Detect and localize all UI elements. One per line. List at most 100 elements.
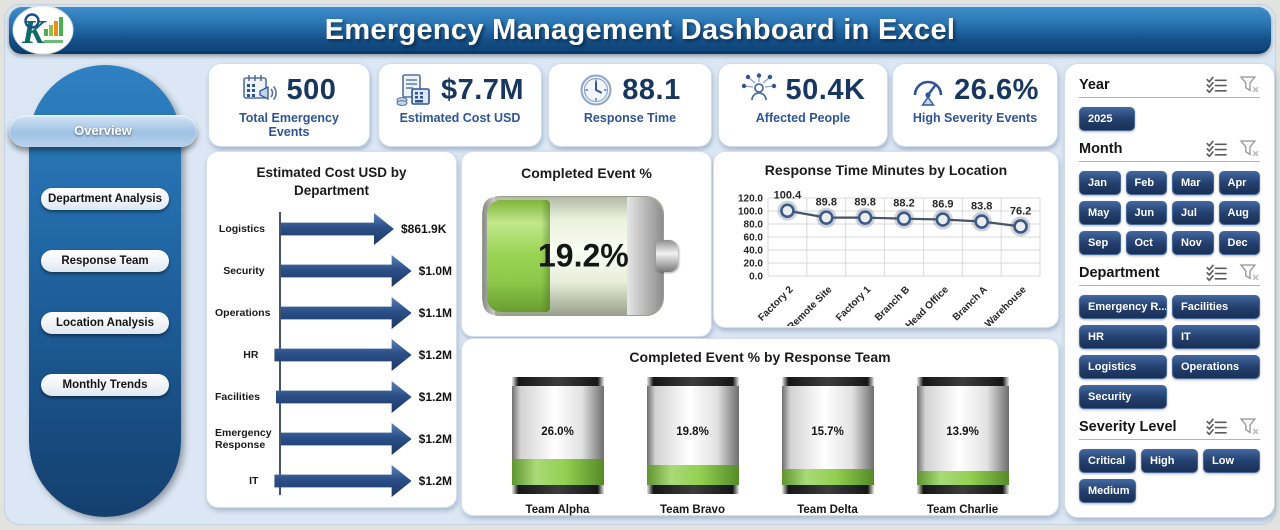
data-point-marker <box>818 210 834 225</box>
marker-glow <box>816 207 837 228</box>
brand-logo-icon: K <box>12 5 74 55</box>
battery-body: 19.8% <box>646 386 739 485</box>
data-label: 83.8 <box>971 201 992 213</box>
cost-arrow-bar <box>281 297 412 329</box>
cost-arrow-bar <box>281 423 412 455</box>
slicer-item-feb[interactable]: Feb <box>1125 171 1167 195</box>
battery-fill <box>511 459 604 485</box>
data-label: 89.8 <box>854 197 875 209</box>
slicer-item-it[interactable]: IT <box>1172 325 1260 349</box>
slicer-item-oct[interactable]: Oct <box>1125 231 1167 255</box>
chart-response-time-by-location: Response Time Minutes by Location 0.0 20.… <box>713 151 1059 328</box>
kpi-value: 50.4K <box>785 73 866 106</box>
divider <box>1079 161 1260 162</box>
slicer-item-dec[interactable]: Dec <box>1218 231 1260 255</box>
cost-arrow-bar <box>276 381 412 413</box>
slicer-item-nov[interactable]: Nov <box>1172 231 1214 255</box>
battery-bottom-cap <box>781 485 874 494</box>
team-name-label: Team Charlie <box>926 504 999 516</box>
slicer-item-medium[interactable]: Medium <box>1079 479 1136 503</box>
divider <box>1079 439 1260 440</box>
slicer-item-emergency-r-[interactable]: Emergency R... <box>1079 295 1167 319</box>
page-title: Emergency Management Dashboard in Excel <box>324 14 956 46</box>
multiselect-icon[interactable] <box>1206 140 1227 157</box>
slicer-item-sep[interactable]: Sep <box>1079 231 1121 255</box>
cost-arrow-bar <box>281 213 394 245</box>
sidebar-item-department-analysis[interactable]: Department Analysis <box>41 188 169 210</box>
kpi-high-severity-events: 26.6% High Severity Events <box>892 63 1058 147</box>
slicer-item-aug[interactable]: Aug <box>1218 201 1260 225</box>
battery-terminal <box>656 240 678 272</box>
slicer-header-department: Department <box>1079 264 1260 281</box>
slicer-item-may[interactable]: May <box>1079 201 1121 225</box>
slicer-item-apr[interactable]: Apr <box>1218 171 1260 195</box>
clear-filter-icon[interactable] <box>1239 418 1260 435</box>
kpi-total-emergency-events: 500 Total Emergency Events <box>208 63 370 147</box>
y-tick-label: 60.0 <box>744 233 764 244</box>
slicer-item-jan[interactable]: Jan <box>1079 171 1121 195</box>
cost-category-label: Facilities <box>215 390 260 403</box>
slicer-item-logistics[interactable]: Logistics <box>1079 355 1167 379</box>
cost-row: Emergency Response $1.2M <box>215 418 452 460</box>
team-battery: 26.0% Team Alpha <box>511 377 604 516</box>
people-network-icon <box>741 73 776 101</box>
slicer-item-critical[interactable]: Critical <box>1079 449 1136 473</box>
slicer-item-hr[interactable]: HR <box>1079 325 1167 349</box>
data-label: 86.9 <box>932 199 953 211</box>
cost-category-label: IT <box>249 474 259 487</box>
sidebar-item-monthly-trends[interactable]: Monthly Trends <box>41 374 169 396</box>
clock-icon <box>580 74 612 106</box>
clear-filter-icon[interactable] <box>1239 264 1260 281</box>
divider <box>1079 285 1260 286</box>
cost-category-label: HR <box>243 348 259 361</box>
slicer-items-month: Jan Feb Mar Apr May Jun Jul Aug Sep Oct Nov Dec <box>1079 171 1260 255</box>
cost-row: HR $1.2M <box>215 334 452 376</box>
battery-bottom-cap <box>646 485 739 494</box>
slicer-item-facilities[interactable]: Facilities <box>1172 295 1260 319</box>
battery-body: 26.0% <box>511 386 604 485</box>
cost-value-label: $1.0M <box>418 264 452 278</box>
slicer-item-high[interactable]: High <box>1141 449 1198 473</box>
battery-fill <box>781 469 874 485</box>
x-category-label: Factory 1 <box>834 284 874 324</box>
x-category-label: Branch A <box>951 284 990 323</box>
chart-title: Completed Event % by Response Team <box>629 349 891 365</box>
clear-filter-icon[interactable] <box>1239 140 1260 157</box>
multiselect-icon[interactable] <box>1206 76 1227 93</box>
sidebar-item-location-analysis[interactable]: Location Analysis <box>41 312 169 334</box>
cost-row: IT $1.2M <box>215 460 452 502</box>
team-battery: 13.9% Team Charlie <box>916 377 1009 516</box>
divider <box>1079 97 1260 98</box>
slicer-item-jul[interactable]: Jul <box>1172 201 1214 225</box>
multiselect-icon[interactable] <box>1206 418 1227 435</box>
data-label: 89.8 <box>816 197 837 209</box>
slicer-item-2025[interactable]: 2025 <box>1079 107 1135 131</box>
cost-category-label: Logistics <box>218 222 265 235</box>
data-point-marker <box>780 203 795 219</box>
battery-value-label: 13.9% <box>946 425 979 438</box>
slicer-item-mar[interactable]: Mar <box>1172 171 1214 195</box>
battery-gauge: 19.2% <box>482 196 678 316</box>
cost-category-label: Security <box>223 264 265 277</box>
y-tick-label: 0.0 <box>749 272 763 283</box>
marker-glow <box>855 207 876 228</box>
sidebar-item-overview[interactable]: Overview <box>9 115 197 147</box>
data-label: 88.2 <box>893 198 914 210</box>
cost-value-label: $1.2M <box>418 474 452 488</box>
sidebar-item-response-team[interactable]: Response Team <box>41 250 169 272</box>
dashboard: Emergency Management Dashboard in Excel … <box>4 4 1276 525</box>
cost-row: Facilities $1.2M <box>215 376 452 418</box>
slicer-item-security[interactable]: Security <box>1079 385 1167 409</box>
clear-filter-icon[interactable] <box>1239 76 1260 93</box>
battery-fill <box>646 465 739 485</box>
battery-body: 13.9% <box>916 386 1009 485</box>
battery-bottom-cap <box>916 485 1009 494</box>
data-point-marker <box>935 212 951 227</box>
marker-glow <box>932 209 953 230</box>
battery-value-label: 26.0% <box>541 425 574 438</box>
slicer-item-jun[interactable]: Jun <box>1125 201 1167 225</box>
slicer-item-operations[interactable]: Operations <box>1172 355 1260 379</box>
multiselect-icon[interactable] <box>1206 264 1227 281</box>
slicer-item-low[interactable]: Low <box>1203 449 1260 473</box>
slicer-title: Year <box>1079 76 1110 93</box>
